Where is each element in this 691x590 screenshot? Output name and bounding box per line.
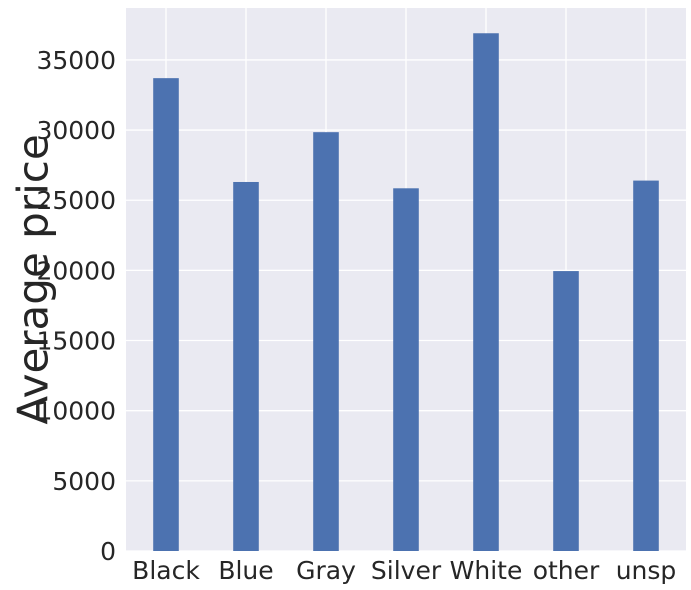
bar-black [153,78,179,552]
x-tick-label-other: other [533,556,600,585]
x-tick-label-unsp: unsp [616,556,677,585]
y-tick-label: 25000 [36,186,116,215]
y-tick-label: 20000 [36,256,116,285]
y-tick-label: 10000 [36,397,116,426]
y-tick-labels: 0 5000 10000 15000 20000 25000 30000 35000 [36,46,116,566]
x-tick-label-gray: Gray [296,556,356,585]
x-tick-label-silver: Silver [371,556,442,585]
x-tick-label-white: White [450,556,523,585]
bar-unsp [633,180,659,551]
bar-blue [233,181,259,551]
x-tick-label-black: Black [132,556,200,585]
y-tick-label: 15000 [36,327,116,356]
bar-other [553,271,579,551]
bar-silver [393,188,419,551]
y-tick-label: 0 [100,537,116,566]
bar-gray [313,132,339,551]
y-tick-label: 30000 [36,116,116,145]
bar-white [473,33,499,552]
x-tick-label-blue: Blue [218,556,273,585]
y-axis-label: Average price [9,134,58,424]
x-tick-labels: Black Blue Gray Silver White other unsp [132,556,676,585]
y-tick-label: 35000 [36,46,116,75]
bars [153,33,659,552]
y-tick-label: 5000 [52,467,116,496]
